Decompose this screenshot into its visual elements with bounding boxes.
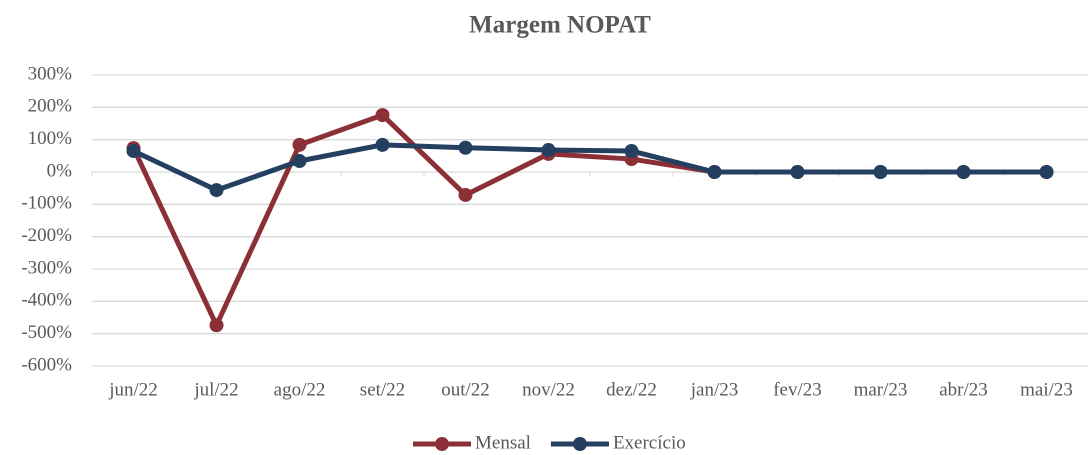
point — [209, 318, 224, 333]
point — [292, 154, 307, 169]
x-tick-label: abr/23 — [939, 379, 988, 400]
y-tick-label: -400% — [21, 290, 72, 311]
y-tick-label: -200% — [21, 225, 72, 246]
x-tick-label: nov/22 — [522, 379, 575, 400]
series-line — [131, 112, 1047, 328]
point — [292, 137, 307, 152]
point — [209, 183, 224, 198]
point — [956, 165, 971, 179]
point — [541, 143, 556, 158]
x-tick-label: mai/23 — [1020, 379, 1073, 400]
y-tick-label: -100% — [21, 193, 72, 214]
y-tick-label: -600% — [21, 354, 72, 375]
legend-label: Mensal — [475, 432, 531, 453]
y-tick-label: -500% — [21, 322, 72, 343]
point — [375, 108, 390, 123]
x-tick-label: jul/22 — [193, 379, 238, 400]
point — [624, 143, 639, 158]
legend-label: Exercício — [613, 432, 686, 453]
point — [458, 140, 473, 155]
legend-marker — [572, 437, 587, 451]
point — [707, 165, 722, 179]
point — [790, 165, 805, 179]
y-tick-label: 100% — [28, 128, 73, 149]
point — [1039, 165, 1054, 179]
x-tick-label: ago/22 — [274, 379, 326, 400]
y-tick-label: 200% — [28, 96, 73, 117]
x-tick-label: jun/22 — [108, 379, 158, 400]
legend-marker — [435, 437, 449, 451]
x-tick-label: jan/23 — [690, 379, 739, 400]
point — [126, 143, 141, 158]
series-line — [132, 142, 1047, 193]
x-tick-label: dez/22 — [606, 379, 657, 400]
point — [458, 187, 473, 202]
point — [873, 165, 888, 179]
y-tick-label: -300% — [21, 257, 72, 278]
x-tick-label: out/22 — [441, 379, 490, 400]
x-tick-label: set/22 — [360, 379, 405, 400]
point — [375, 137, 390, 152]
y-tick-label: 300% — [28, 63, 73, 84]
x-tick-label: mar/23 — [854, 379, 908, 400]
x-tick-label: fev/23 — [773, 379, 822, 400]
chart-title: Margem NOPAT — [469, 12, 651, 39]
y-tick-label: 0% — [47, 160, 73, 181]
